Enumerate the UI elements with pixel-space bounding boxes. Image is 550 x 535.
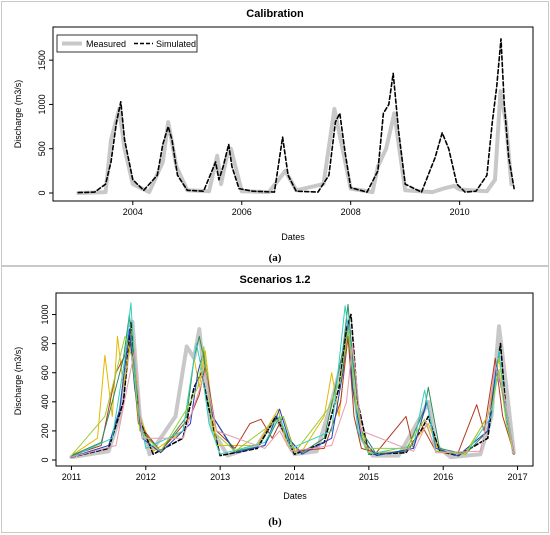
- panel-b-x-ticks: 2011 2012 2013 2014 2015 2016 2017: [62, 466, 528, 482]
- y-tick-label: 800: [40, 336, 50, 351]
- panel-a-legend: Measured Simulated: [56, 34, 198, 53]
- y-tick-label: 600: [40, 365, 50, 380]
- panel-a-frame: [1, 1, 549, 266]
- panel-b-x-label: Dates: [283, 491, 307, 501]
- panel-b-caption: (b): [268, 516, 282, 528]
- y-tick-label: 400: [40, 394, 50, 409]
- panel-b-y-label: Discharge (m3/s): [13, 347, 23, 416]
- x-tick-label: 2015: [359, 472, 379, 482]
- x-tick-label: 2017: [508, 472, 528, 482]
- panel-a-y-ticks: 0 500 1000 1500: [37, 50, 53, 196]
- series-line-1: [77, 38, 515, 194]
- x-tick-label: 2013: [210, 472, 230, 482]
- x-tick-label: 2008: [341, 207, 361, 217]
- x-tick-label: 2004: [123, 207, 143, 217]
- x-tick-label: 2011: [62, 472, 81, 482]
- y-tick-label: 200: [40, 423, 50, 438]
- panel-b-title: Scenarios 1.2: [240, 274, 311, 286]
- legend-measured-label: Measured: [86, 39, 126, 49]
- series-line-2: [70, 328, 515, 457]
- y-tick-label: 1500: [37, 50, 47, 70]
- panel-b-frame: [1, 266, 549, 533]
- panel-b-series: [69, 302, 516, 460]
- x-tick-label: 2012: [136, 472, 156, 482]
- x-tick-label: 2006: [232, 207, 252, 217]
- panel-a-series: [76, 38, 515, 195]
- panel-b-plot-frame: [55, 292, 534, 467]
- y-tick-label: 1000: [37, 94, 47, 114]
- panel-a-x-ticks: 2004 2006 2008 2010: [123, 201, 470, 217]
- series-line-8: [70, 343, 515, 458]
- series-line-7: [70, 328, 515, 457]
- legend-simulated-label: Simulated: [156, 39, 196, 49]
- panel-a-x-label: Dates: [281, 232, 305, 242]
- x-tick-label: 2016: [433, 472, 453, 482]
- y-tick-label: 500: [37, 141, 47, 156]
- panel-a-caption: (a): [269, 252, 282, 264]
- y-tick-label: 0: [40, 457, 50, 462]
- y-tick-label: 0: [37, 190, 47, 195]
- panel-b: Scenarios 1.2 2011 2012 2013 2014 2015 2016 20…: [13, 274, 534, 528]
- legend-box: [56, 34, 198, 53]
- panel-a-y-label: Discharge (m3/s): [13, 80, 23, 149]
- x-tick-label: 2014: [284, 472, 304, 482]
- panel-a-plot-frame: [52, 26, 534, 202]
- panel-a: Calibration 2004 2006 2008 2010 0 500 1000 150…: [13, 8, 534, 264]
- panel-a-title: Calibration: [246, 8, 304, 20]
- series-line-0: [76, 89, 514, 195]
- y-tick-label: 1000: [40, 305, 50, 325]
- panel-b-y-ticks: 0 200 400 600 800 1000: [40, 305, 56, 463]
- x-tick-label: 2010: [450, 207, 470, 217]
